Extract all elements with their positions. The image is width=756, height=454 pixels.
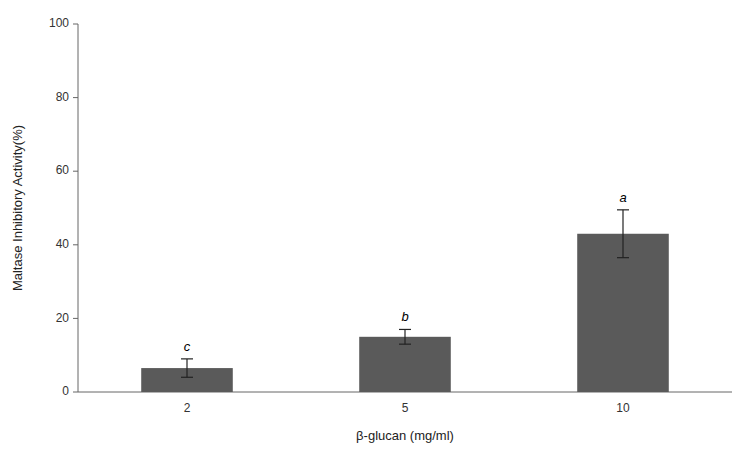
y-tick-label: 100 <box>49 16 69 30</box>
y-tick-label: 20 <box>56 311 70 325</box>
x-tick-label: 10 <box>616 401 630 415</box>
error-bar <box>399 329 411 344</box>
significance-label: c <box>184 339 191 354</box>
y-axis-title: Maltase Inhibitory Activity(%) <box>10 125 25 291</box>
x-axis-title: β-glucan (mg/ml) <box>356 428 454 443</box>
y-tick-label: 0 <box>62 384 69 398</box>
significance-label: b <box>401 309 408 324</box>
x-tick-label: 2 <box>184 401 191 415</box>
y-tick <box>73 318 78 319</box>
y-tick <box>73 97 78 98</box>
x-tick-label: 5 <box>402 401 409 415</box>
plot-area <box>141 210 669 392</box>
y-tick-label: 40 <box>56 237 70 251</box>
bar <box>359 337 451 392</box>
annotations: c b a <box>184 190 627 354</box>
significance-label: a <box>619 190 626 205</box>
y-tick-label: 60 <box>56 163 70 177</box>
error-bar <box>617 210 629 258</box>
y-axis: 0 20 40 60 80 100 <box>49 16 78 398</box>
y-axis-line <box>78 24 79 392</box>
chart-container: 0 20 40 60 80 100 2 5 10 β-glucan (mg/ml) Maltase … <box>0 0 756 454</box>
y-tick <box>73 392 78 393</box>
error-bar <box>181 359 193 377</box>
chart: 0 20 40 60 80 100 2 5 10 β-glucan (mg/ml) Maltase … <box>0 0 756 454</box>
x-axis: 2 5 10 <box>78 392 732 415</box>
bar <box>577 234 669 392</box>
y-tick <box>73 24 78 25</box>
y-tick <box>73 171 78 172</box>
y-tick <box>73 244 78 245</box>
y-tick-label: 80 <box>56 90 70 104</box>
